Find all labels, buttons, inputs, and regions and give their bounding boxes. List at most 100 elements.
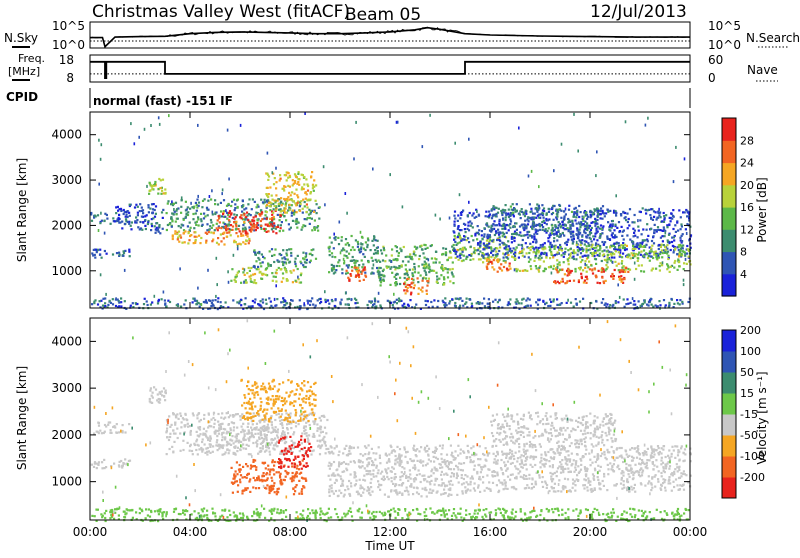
velocity-cell [303, 380, 305, 382]
velocity-cell [305, 425, 307, 427]
power-cell [123, 252, 125, 254]
power-cell [312, 187, 314, 189]
power-cell [648, 304, 650, 306]
velocity-cell [277, 407, 279, 409]
power-cell [453, 231, 455, 233]
power-cell [180, 212, 182, 214]
power-cell [302, 199, 304, 201]
power-cell [495, 207, 497, 209]
power-cell [248, 242, 250, 244]
power-cell [124, 300, 126, 302]
velocity-cell [227, 443, 229, 445]
power-cell [193, 242, 195, 244]
power-cell [286, 249, 288, 251]
power-cell [338, 265, 340, 267]
velocity-cell [294, 458, 296, 460]
power-cell [171, 219, 173, 221]
power-cell [118, 305, 120, 307]
power-cell [574, 252, 576, 254]
power-cell [510, 206, 512, 208]
velocity-cell [276, 434, 278, 436]
power-cell [558, 249, 560, 251]
power-cell [417, 293, 419, 295]
power-cell [503, 243, 505, 245]
power-cell [272, 212, 274, 214]
power-cell [478, 214, 480, 216]
velocity-cell [285, 400, 287, 402]
power-cell [196, 221, 198, 223]
power-cell [607, 256, 609, 258]
power-cell [488, 298, 490, 300]
power-cell [521, 250, 523, 252]
power-cell [594, 210, 596, 212]
power-cell [361, 259, 363, 261]
power-cell [219, 221, 221, 223]
power-cell [239, 230, 241, 232]
power-cell [180, 206, 182, 208]
velocity-cell [210, 444, 212, 446]
power-cell [261, 273, 263, 275]
power-cell [333, 247, 335, 249]
power-cell [371, 267, 373, 269]
velocity-cell [281, 450, 283, 452]
power-cell [333, 266, 335, 268]
velocity-cell [263, 438, 265, 440]
velocity-cell [325, 452, 327, 454]
velocity-cell [242, 417, 244, 419]
power-cell [353, 259, 355, 261]
power-cell [399, 299, 401, 301]
power-cell [623, 278, 625, 280]
power-cell [651, 240, 653, 242]
power-cell [530, 249, 532, 251]
velocity-cell [305, 395, 307, 397]
velocity-cell [291, 402, 293, 404]
velocity-cell [252, 465, 254, 467]
power-cell [272, 199, 274, 201]
velocity-cell [250, 389, 252, 391]
power-cell [210, 198, 212, 200]
power-cell [582, 298, 584, 300]
power-cell [599, 217, 601, 219]
power-cell [290, 194, 292, 196]
power-cell [593, 255, 595, 257]
power-cell [659, 304, 661, 306]
power-cell [657, 226, 659, 228]
power-cell [514, 208, 516, 210]
power-cell [568, 230, 570, 232]
velocity-cell [152, 392, 154, 394]
velocity-cell [260, 443, 262, 445]
power-cell [642, 239, 644, 241]
power-cell [651, 245, 653, 247]
power-cell [348, 279, 350, 281]
power-cell [281, 204, 283, 206]
power-cell [454, 241, 456, 243]
power-cell [638, 300, 640, 302]
power-cell [255, 260, 257, 262]
freq-label-line1: Freq. [18, 52, 45, 65]
power-cell [460, 212, 462, 214]
velocity-cell [196, 444, 198, 446]
power-cell [396, 299, 398, 301]
power-cell [281, 281, 283, 283]
velocity-cell [308, 398, 310, 400]
velocity-cell [252, 486, 254, 488]
velocity-cell [278, 471, 280, 473]
power-cell [276, 272, 278, 274]
power-cell [315, 184, 317, 186]
power-cell [512, 237, 514, 239]
power-cell [367, 304, 369, 306]
power-cell [682, 233, 684, 235]
velocity-cell [281, 453, 283, 455]
power-cell [294, 263, 296, 265]
power-cell [282, 188, 284, 190]
power-cell [544, 222, 546, 224]
power-cell [270, 305, 272, 307]
power-cell [571, 270, 573, 272]
power-cell [206, 207, 208, 209]
power-cell [331, 242, 333, 244]
power-cell [286, 212, 288, 214]
power-cell [567, 271, 569, 273]
power-cell [244, 243, 246, 245]
velocity-cell [101, 461, 103, 463]
power-cell [200, 237, 202, 239]
